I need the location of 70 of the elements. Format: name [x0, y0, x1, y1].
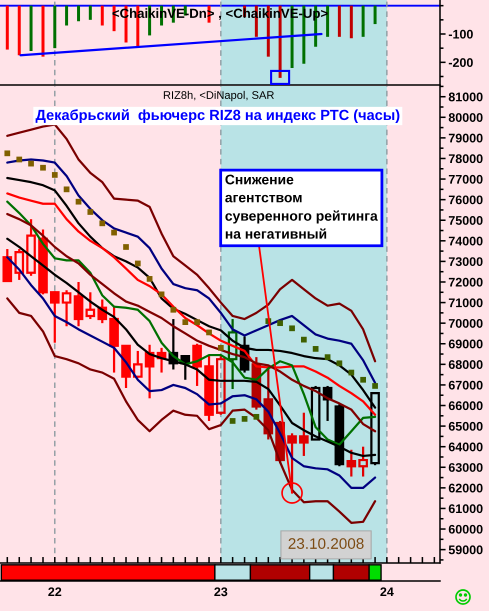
y-tick-label: 66000 — [448, 401, 483, 410]
y-tick-label: 79000 — [448, 134, 483, 143]
y-tick-label: 78000 — [448, 154, 483, 164]
y-tick-label: -200 — [448, 58, 473, 67]
y-tick-label: 80000 — [448, 113, 483, 122]
y-tick-label: -100 — [448, 30, 473, 39]
point — [277, 320, 283, 326]
annotation: 23.10.2008 — [288, 538, 364, 549]
y-tick-label: 76000 — [448, 195, 483, 204]
y-tick-label: 59000 — [448, 545, 483, 554]
point — [158, 291, 164, 298]
y-tick-label: 62000 — [448, 484, 483, 493]
y-tick-label: 72000 — [448, 278, 483, 287]
line-series — [6, 123, 376, 362]
y-tick-label: 68000 — [448, 360, 483, 369]
point — [146, 276, 152, 282]
y-tick-label: 71000 — [448, 298, 483, 308]
y-tick-label: 75000 — [448, 216, 483, 225]
point — [87, 209, 94, 215]
point — [360, 376, 366, 383]
annotation: Снижение агентством суверенного рейтинга на негативный — [225, 174, 378, 239]
point — [52, 172, 58, 178]
y-tick-label: 65000 — [448, 422, 483, 431]
point — [242, 416, 248, 422]
point — [170, 306, 176, 313]
y-tick-label: 67000 — [448, 380, 483, 390]
candlestick — [299, 412, 309, 458]
point — [111, 230, 117, 236]
x-tick-label: 24 — [380, 587, 394, 596]
y-tick-label: 63000 — [448, 463, 483, 472]
point — [134, 260, 141, 266]
point — [182, 319, 188, 325]
y-tick-label: 81000 — [448, 92, 483, 102]
candlestick — [346, 448, 356, 478]
candlestick — [358, 446, 368, 478]
y-tick-label: 60000 — [448, 524, 483, 534]
point — [40, 164, 46, 171]
y-tick-label: 61000 — [448, 504, 483, 514]
line-series — [6, 297, 376, 524]
point — [336, 360, 342, 366]
point — [372, 383, 378, 389]
point — [206, 330, 212, 336]
point — [218, 345, 224, 351]
point — [16, 156, 22, 162]
y-tick-label: 69000 — [448, 340, 483, 348]
point — [289, 325, 295, 332]
point — [194, 319, 200, 325]
y-tick-label: 73000 — [448, 257, 483, 266]
point — [123, 244, 129, 250]
candlestick — [109, 304, 119, 374]
point — [4, 150, 10, 156]
y-tick-label: 74000 — [448, 236, 483, 246]
point — [348, 370, 354, 376]
candlestick — [228, 318, 238, 390]
point — [230, 418, 236, 424]
point — [324, 354, 330, 360]
x-tick-label: 23 — [214, 587, 228, 596]
point — [254, 414, 260, 420]
point — [312, 346, 318, 352]
x-tick-label: 22 — [48, 587, 62, 596]
y-tick-label: 77000 — [448, 174, 483, 184]
point — [28, 160, 34, 166]
point — [300, 336, 307, 342]
text: Декабрьский фьючерс RIZ8 на индекс РТС (часы) — [36, 109, 400, 123]
point — [64, 186, 70, 192]
point — [99, 220, 106, 226]
y-tick-label: 64000 — [448, 442, 483, 452]
point — [76, 198, 82, 205]
y-tick-label: 70000 — [448, 318, 483, 328]
chart-subtitle: RIZ8h, <DiNapol, SAR — [164, 90, 274, 102]
